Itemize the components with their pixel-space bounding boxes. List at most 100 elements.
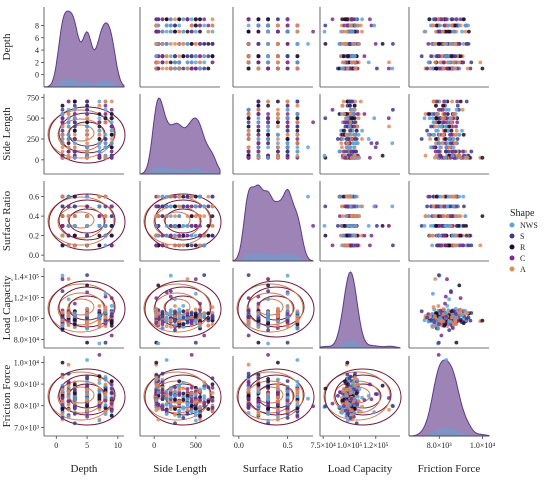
point-1-2 <box>266 132 270 137</box>
point-1-3 <box>372 116 377 121</box>
contour-4 <box>236 283 304 333</box>
point-1-0 <box>72 124 77 129</box>
point-2-4 <box>453 194 458 199</box>
point-1-0 <box>60 112 65 116</box>
point-3-0 <box>85 307 89 312</box>
point-0-1 <box>181 42 186 46</box>
point-0-3 <box>347 42 352 46</box>
point-2-1 <box>177 233 182 238</box>
point-1-4 <box>454 128 459 133</box>
point-3-1 <box>154 296 159 300</box>
point-1-2 <box>266 128 270 133</box>
point-2-1 <box>164 224 169 228</box>
point-4-1 <box>193 418 198 423</box>
point-3-4 <box>438 308 443 313</box>
point-0-3 <box>372 23 377 28</box>
point-1-0 <box>72 103 77 108</box>
point-1-4 <box>465 155 470 160</box>
point-1-2 <box>295 145 300 150</box>
contour-4 <box>143 196 211 246</box>
point-1-2 <box>295 124 300 129</box>
point-1-0 <box>85 124 89 129</box>
point-1-3 <box>353 153 357 158</box>
point-3-1 <box>177 307 182 312</box>
point-3-1 <box>189 311 194 315</box>
point-0-3 <box>368 17 372 22</box>
point-2-0 <box>85 233 89 238</box>
point-1-3 <box>348 112 352 116</box>
point-1-4 <box>443 128 448 133</box>
point-0-1 <box>181 17 186 22</box>
point-0-1 <box>206 42 211 46</box>
point-4-0 <box>72 387 77 392</box>
point-0-3 <box>311 29 315 34</box>
point-1-0 <box>85 116 89 121</box>
point-2-4 <box>452 214 457 219</box>
point-3-0 <box>85 326 89 331</box>
point-2-0 <box>103 204 108 209</box>
point-4-2 <box>295 406 300 411</box>
contour-5 <box>324 368 402 426</box>
point-1-0 <box>72 99 77 104</box>
point-1-4 <box>438 145 442 150</box>
point-1-0 <box>85 145 89 150</box>
contour-4 <box>47 371 115 421</box>
point-1-4 <box>447 145 452 150</box>
point-3-2 <box>266 283 270 288</box>
point-3-4 <box>444 358 449 362</box>
point-1-0 <box>66 145 71 150</box>
point-4-1 <box>189 391 194 396</box>
point-3-2 <box>246 319 251 324</box>
point-1-0 <box>72 107 77 112</box>
point-3-0 <box>66 311 71 315</box>
point-4-0 <box>60 375 65 380</box>
point-3-4 <box>437 322 441 327</box>
point-2-0 <box>97 204 102 209</box>
point-0-3 <box>390 66 395 71</box>
point-3-4 <box>441 319 445 324</box>
point-0-1 <box>164 29 169 34</box>
point-0-1 <box>164 23 169 28</box>
point-3-1 <box>154 320 159 325</box>
point-1-4 <box>442 120 447 125</box>
point-1-4 <box>446 107 451 112</box>
point-3-0 <box>60 315 65 320</box>
point-4-1 <box>154 408 159 412</box>
point-1-2 <box>266 120 270 125</box>
point-0-1 <box>189 42 194 46</box>
point-1-4 <box>453 132 458 137</box>
point-4-1 <box>193 413 198 418</box>
point-4-1 <box>185 393 190 398</box>
point-0-1 <box>210 42 215 46</box>
point-2-1 <box>193 204 198 209</box>
contour-5 <box>48 193 126 251</box>
point-0-2 <box>266 42 270 46</box>
point-2-1 <box>185 233 190 238</box>
point-0-4 <box>478 60 483 65</box>
point-4-2 <box>246 401 251 406</box>
point-2-0 <box>60 194 65 199</box>
point-0-1 <box>154 17 159 22</box>
point-1-4 <box>433 124 438 129</box>
point-3-4 <box>449 309 454 314</box>
point-1-2 <box>256 112 261 116</box>
point-3-4 <box>430 324 434 328</box>
point-1-3 <box>348 103 352 108</box>
point-3-0 <box>97 304 102 308</box>
point-1-4 <box>434 116 439 121</box>
point-3-0 <box>103 294 108 299</box>
point-1-2 <box>276 124 280 129</box>
point-3-4 <box>458 318 463 322</box>
point-0-4 <box>429 23 433 28</box>
point-0-4 <box>441 66 446 71</box>
point-0-1 <box>168 29 173 34</box>
point-4-0 <box>85 387 89 392</box>
point-2-0 <box>97 243 102 248</box>
point-2-3 <box>330 243 335 248</box>
point-1-0 <box>66 124 71 129</box>
point-2-4 <box>431 204 436 209</box>
point-0-4 <box>466 23 470 28</box>
point-3-1 <box>181 309 186 314</box>
point-2-4 <box>480 214 485 219</box>
point-0-2 <box>276 60 280 65</box>
